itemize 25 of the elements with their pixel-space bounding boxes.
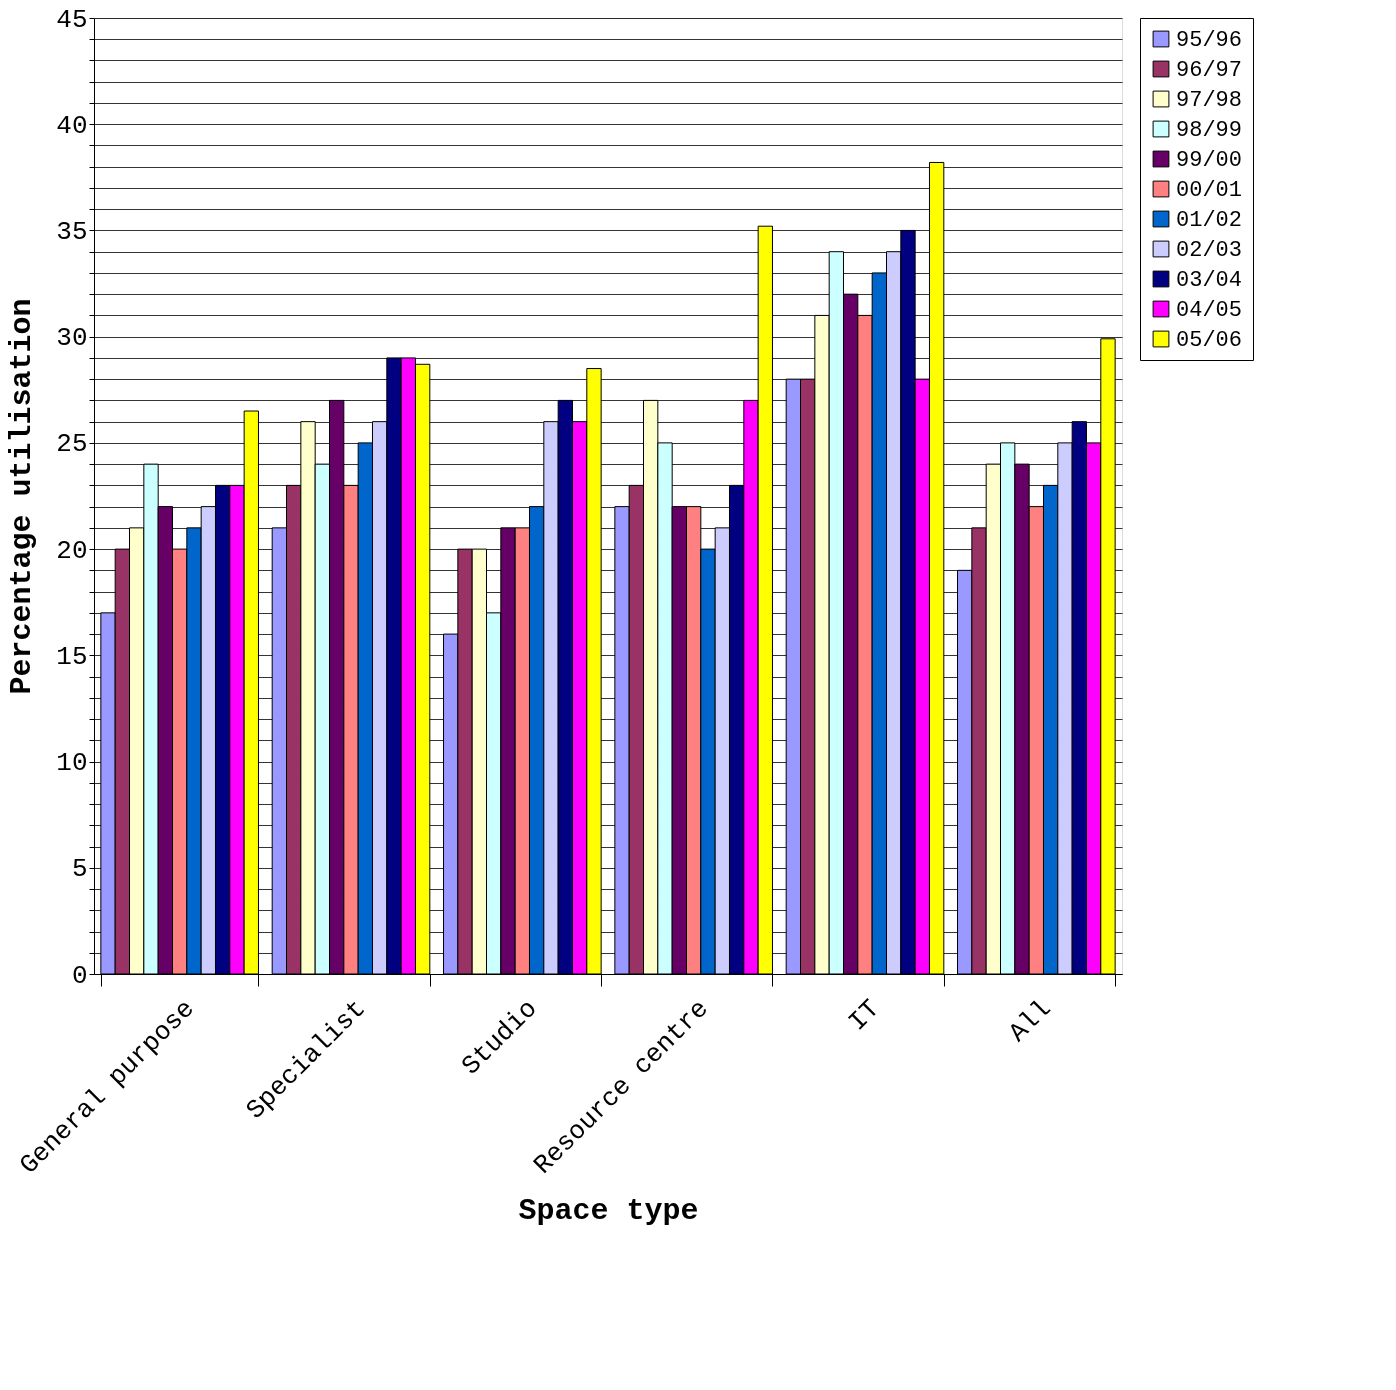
y-tick-label: 35 <box>56 216 88 247</box>
y-tick-label: 45 <box>56 4 88 35</box>
x-tick-label: IT <box>842 993 887 1038</box>
legend-label: 00/01 <box>1176 178 1243 203</box>
y-tick-label: 40 <box>56 110 88 141</box>
legend-label: 97/98 <box>1176 88 1243 113</box>
legend-label: 04/05 <box>1176 298 1243 323</box>
y-tick-label: 25 <box>56 429 88 460</box>
legend-label: 05/06 <box>1176 328 1243 353</box>
y-tick-label: 15 <box>56 641 88 672</box>
legend-label: 95/96 <box>1176 28 1243 53</box>
legend-label: 03/04 <box>1176 268 1243 293</box>
y-tick-label: 0 <box>71 960 88 991</box>
y-tick-label: 5 <box>71 854 88 885</box>
legend-label: 01/02 <box>1176 208 1243 233</box>
y-axis-title: Percentage utilisation <box>5 298 40 695</box>
y-tick-label: 10 <box>56 748 88 779</box>
legend-label: 99/00 <box>1176 148 1243 173</box>
x-axis-title: Space type <box>518 1193 699 1228</box>
y-tick-label: 30 <box>56 323 88 354</box>
x-tick-label: All <box>1003 993 1058 1049</box>
y-tick-label: 20 <box>56 535 88 566</box>
legend-label: 98/99 <box>1176 118 1243 143</box>
legend-label: 96/97 <box>1176 58 1243 83</box>
legend-label: 02/03 <box>1176 238 1243 263</box>
